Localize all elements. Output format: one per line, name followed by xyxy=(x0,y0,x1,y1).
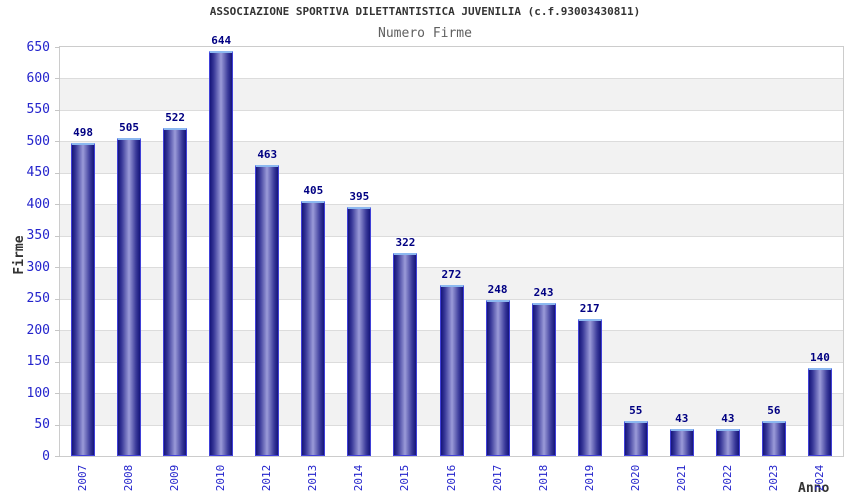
bar-2024 xyxy=(807,368,832,456)
x-axis-title: Anno xyxy=(798,481,830,496)
plot-band xyxy=(60,78,843,110)
x-tick-label-2012: 2012 xyxy=(260,464,274,492)
x-tick-label-2013: 2013 xyxy=(306,464,320,492)
gridline xyxy=(60,78,843,80)
y-tick-mark xyxy=(55,456,60,457)
bar-value-label: 272 xyxy=(441,268,462,281)
x-tick-label-2007: 2007 xyxy=(76,464,90,492)
gridline xyxy=(60,172,843,174)
gridline xyxy=(60,109,843,111)
y-tick-label: 0 xyxy=(42,448,50,464)
plot-area: 498 505 522 644 463 405 395 322 272 248 243 217 55 43… xyxy=(60,34,843,456)
bar-2009 xyxy=(163,128,188,456)
y-tick-mark xyxy=(55,204,60,206)
plot-band xyxy=(60,141,843,173)
bar-2020 xyxy=(623,421,648,456)
y-tick-label: 400 xyxy=(26,196,50,212)
y-tick-mark xyxy=(55,109,60,111)
y-tick-label: 200 xyxy=(26,322,50,338)
y-tick-label: 100 xyxy=(26,385,50,401)
x-tick-label-2024: 2024 xyxy=(812,464,826,492)
y-tick-label: 600 xyxy=(26,70,50,86)
chart-title: ASSOCIAZIONE SPORTIVA DILETTANTISTICA JU… xyxy=(209,5,641,18)
y-tick-mark xyxy=(55,235,60,237)
y-tick-mark xyxy=(55,361,60,363)
bar-2023 xyxy=(761,421,786,456)
y-tick-label: 50 xyxy=(34,417,50,433)
y-tick-mark xyxy=(55,172,60,174)
bar-value-label: 322 xyxy=(395,236,416,249)
bar-2010 xyxy=(209,51,234,456)
gridline xyxy=(60,141,843,143)
bar-2012 xyxy=(255,165,280,456)
x-tick-label-2021: 2021 xyxy=(674,464,688,492)
y-tick-mark xyxy=(55,267,60,269)
bar-value-label: 55 xyxy=(629,404,643,417)
bar-value-label: 140 xyxy=(810,351,830,364)
y-tick-label: 150 xyxy=(26,354,50,370)
bar-value-label: 644 xyxy=(211,34,232,47)
bar-value-label: 522 xyxy=(165,111,186,124)
y-tick-mark xyxy=(55,298,60,300)
y-tick-mark xyxy=(55,330,60,332)
y-tick-label: 350 xyxy=(26,228,50,244)
y-tick-mark xyxy=(55,47,60,48)
bar-2021 xyxy=(669,429,694,456)
y-tick-label: 250 xyxy=(26,291,50,307)
y-tick-label: 300 xyxy=(26,259,50,275)
bar-2015 xyxy=(393,253,418,456)
bar-2017 xyxy=(485,300,510,456)
y-tick-label: 550 xyxy=(26,102,50,118)
bar-value-label: 498 xyxy=(73,126,93,139)
x-tick-label-2016: 2016 xyxy=(444,464,458,492)
bar-value-label: 505 xyxy=(119,121,139,134)
x-tick-label-2019: 2019 xyxy=(582,464,596,492)
bar-value-label: 463 xyxy=(257,148,278,161)
gridline xyxy=(60,235,843,237)
x-tick-label-2010: 2010 xyxy=(214,464,228,492)
bar-2018 xyxy=(531,303,556,456)
y-tick-label: 650 xyxy=(26,39,50,55)
y-tick-mark xyxy=(55,393,60,395)
y-tick-mark xyxy=(55,141,60,143)
x-tick-label-2008: 2008 xyxy=(122,464,136,492)
x-tick-label-2014: 2014 xyxy=(352,464,366,492)
gridline xyxy=(60,204,843,206)
bar-2007 xyxy=(71,143,96,456)
bar-2022 xyxy=(715,429,740,456)
bar-2014 xyxy=(347,207,372,456)
gridline xyxy=(60,267,843,269)
bar-value-label: 43 xyxy=(721,412,735,425)
x-tick-label-2015: 2015 xyxy=(398,464,412,492)
x-tick-label-2009: 2009 xyxy=(168,464,182,492)
bar-value-label: 243 xyxy=(533,286,554,299)
bar-value-label: 217 xyxy=(579,302,600,315)
plot-band xyxy=(60,204,843,236)
x-tick-label-2023: 2023 xyxy=(766,464,780,492)
x-tick-label-2018: 2018 xyxy=(536,464,550,492)
bar-value-label: 56 xyxy=(767,404,781,417)
bar-value-label: 395 xyxy=(349,190,370,203)
x-tick-label-2022: 2022 xyxy=(720,464,734,492)
bar-value-label: 405 xyxy=(303,184,324,197)
y-tick-mark xyxy=(55,78,60,80)
x-tick-label-2017: 2017 xyxy=(490,464,504,492)
y-tick-mark xyxy=(55,424,60,426)
y-tick-label: 450 xyxy=(26,165,50,181)
bar-2008 xyxy=(117,138,142,456)
bar-value-label: 248 xyxy=(487,283,508,296)
bar-2016 xyxy=(439,285,464,456)
bar-2019 xyxy=(577,319,602,456)
x-tick-label-2020: 2020 xyxy=(628,464,642,492)
y-tick-label: 500 xyxy=(26,133,50,149)
bar-2013 xyxy=(301,201,326,456)
chart-subtitle: Numero Firme xyxy=(378,26,472,41)
bar-value-label: 43 xyxy=(675,412,689,425)
